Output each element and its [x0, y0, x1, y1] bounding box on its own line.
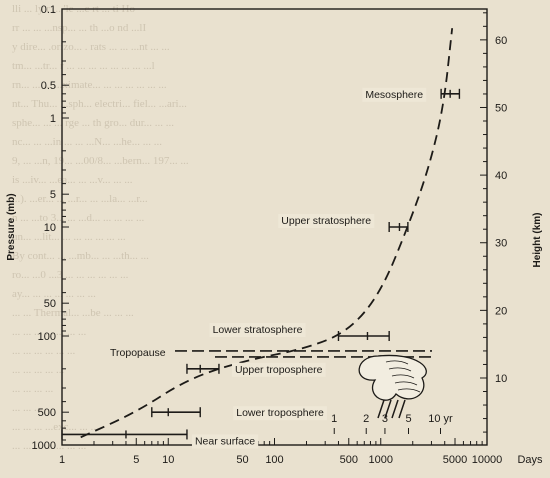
x-tick-label: 500	[340, 454, 358, 466]
cloud-shading	[397, 388, 421, 393]
thunderstorm-sketch	[358, 354, 427, 419]
tropopause-label: Tropopause	[110, 347, 166, 359]
y-axis-right: 10 20 30 40 50 60	[480, 12, 507, 433]
background-text-line: un... ...lit... ... ... ... ... ... ...	[12, 231, 126, 243]
year-tick-label: 2	[363, 413, 369, 425]
x-tick-label: 5000	[443, 454, 467, 466]
y-tick-label: 50	[44, 298, 56, 310]
cloud-shading	[388, 367, 412, 372]
label-backing	[231, 362, 326, 377]
x-axis-title: Days	[517, 454, 543, 466]
background-text-line: is ...iv... ...ea... ... ...v... ... ...	[12, 174, 133, 186]
background-text-line: sphe... ... ... rge ... th gro... dur...…	[12, 117, 175, 129]
y-tick-label: 100	[38, 331, 56, 343]
label-backing	[278, 214, 375, 228]
y-tick-label: 10	[44, 222, 56, 234]
year-tick-label: 3	[382, 413, 388, 425]
x-tick-label: 10000	[472, 454, 503, 466]
label-backing	[191, 434, 259, 449]
layer-label: Lower stratosphere	[213, 324, 303, 336]
layer-label: Upper stratosphere	[281, 215, 371, 227]
background-text-line: 9, ... ...n, 19... ...00/8... ...bern...…	[12, 155, 189, 167]
cloud-shading	[394, 381, 418, 386]
year-tick-label: 5	[405, 413, 411, 425]
cloud-shading	[391, 374, 415, 379]
year-tick-label: 10 yr	[428, 413, 453, 425]
layer-label: Lower troposphere	[236, 407, 324, 419]
right-tick-label: 60	[495, 35, 507, 47]
cloud-outline	[358, 354, 427, 401]
background-text-line: n ... ...to 3... ... ...d... ... ... ...…	[12, 212, 145, 224]
right-tick-label: 40	[495, 170, 507, 182]
background-text-line: ... ... Thermal... ...be ... ... ...	[12, 307, 134, 319]
background-text-line: ...). ...er... ... ...r... ... ...la... …	[12, 193, 148, 205]
x-tick-label: 5	[133, 454, 139, 466]
background-text-line: rn... ... ... ...ximate... ... ... ... .…	[12, 79, 167, 91]
background-text-line: rr ... ... ...nsp... ... th ...o nd ...l…	[12, 22, 147, 34]
background-text-line: y dire... .orizo... . rats ... ... ...nt…	[12, 41, 170, 53]
right-tick-label: 30	[495, 238, 507, 250]
background-text-line: ... ... ...	[12, 402, 43, 414]
background-text-line: ... ... ... ... ... ... ...	[12, 326, 87, 338]
right-tick-label: 50	[495, 102, 507, 114]
rain-streak	[384, 399, 392, 419]
x-tick-label: 100	[265, 454, 283, 466]
rain-streak	[391, 399, 399, 419]
right-tick-label: 10	[495, 373, 507, 385]
right-tick-label: 20	[495, 305, 507, 317]
background-text-line: ro... ...0 ...3 ... ... ... ... ... ...	[12, 269, 129, 281]
y-tick-label: 1	[50, 113, 56, 125]
background-text-line: nt... Thu... ...sph... electri... fiel..…	[12, 98, 187, 110]
y-tick-label: 500	[38, 407, 56, 419]
x-tick-label: 10	[162, 454, 174, 466]
label-backing	[209, 323, 306, 337]
label-backing	[362, 87, 427, 102]
tropopause-group: Tropopause	[110, 347, 432, 359]
y-tick-label: 0.1	[41, 4, 56, 16]
background-text-line: By cont... ... ...mb... ... ...th... ...	[12, 250, 149, 262]
layer-points: Near surface Lower troposphere Upper tropo…	[61, 87, 461, 449]
background-text-line: ... ... ... ...	[12, 383, 54, 395]
x-axis: 1 5 10 50 100 500 1000 5000 10000 Days	[59, 438, 543, 466]
layer-label: Mesosphere	[365, 89, 423, 101]
layer-label: Near surface	[195, 435, 255, 447]
curve-line	[80, 28, 454, 439]
y-tick-label: 5	[50, 189, 56, 201]
background-text-line: ... ... ... ...exc... ... ...	[12, 421, 99, 433]
year-tick-label: 1	[331, 413, 337, 425]
secondary-x-axis-years: 1 2 3 5 10 yr	[331, 413, 453, 434]
y-axis-left: 0.1 0.5 1 5 10 50 100 500 1000	[32, 4, 69, 452]
rain-streak	[377, 399, 385, 419]
background-text-line: tm... ...tr... r ... ... ... ... ... ...…	[12, 60, 155, 72]
rain-streak	[398, 399, 406, 419]
axis-titles: Pressure (mb) Height (km)	[6, 193, 543, 267]
label-backing	[233, 406, 327, 421]
x-tick-label: 50	[236, 454, 248, 466]
residence-curve	[80, 28, 454, 439]
background-text-line: ay... ... ... ... ... ... ...	[12, 288, 96, 300]
cloud-shading	[385, 360, 409, 365]
y-tick-label: 0.5	[41, 80, 56, 92]
layer-label: Upper troposphere	[235, 364, 323, 376]
background-text-line: ... ... ... ... ... ... ...	[12, 440, 87, 452]
x-tick-label: 1000	[369, 454, 393, 466]
background-text-line: ... ... ... ... ... ...	[12, 345, 76, 357]
y-axis-title-left: Pressure (mb)	[6, 193, 17, 260]
background-text-line: nc... ... ...in ... ... ...N... ...he...…	[12, 136, 163, 148]
background-text-line: ... ... ... ... ...	[12, 364, 65, 376]
y-axis-title-right: Height (km)	[532, 213, 543, 268]
y-tick-label: 1000	[32, 440, 56, 452]
x-tick-label: 1	[59, 454, 65, 466]
